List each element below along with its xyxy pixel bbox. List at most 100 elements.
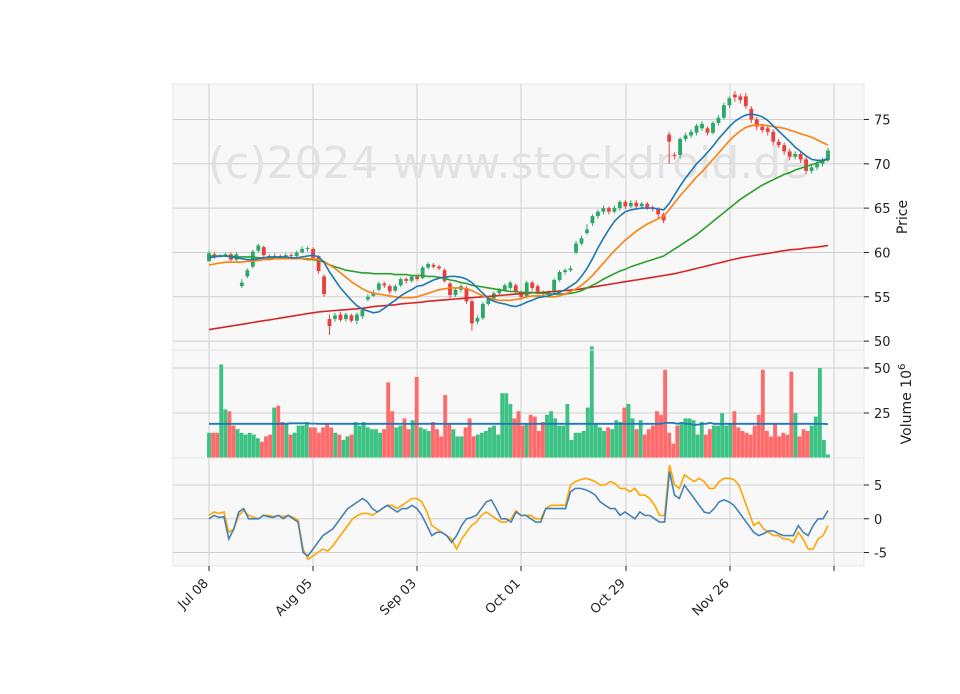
- candle-body: [453, 289, 458, 296]
- candle-body: [568, 268, 573, 271]
- volume-bar: [260, 441, 264, 458]
- candle-body: [623, 201, 628, 207]
- candle-body: [475, 318, 480, 322]
- candle-body: [590, 216, 595, 224]
- candle-body: [327, 318, 332, 327]
- candle-body: [442, 270, 447, 281]
- volume-bar: [687, 418, 692, 458]
- volume-bar: [573, 432, 578, 458]
- candle-body: [683, 135, 688, 139]
- volume-bar: [540, 422, 545, 458]
- volume-bar: [569, 440, 574, 458]
- candle-body: [738, 96, 743, 100]
- candle-body: [524, 282, 529, 297]
- candle-body: [305, 248, 310, 250]
- volume-bar: [744, 432, 749, 458]
- volume-bar: [536, 431, 541, 458]
- volume-bar: [699, 422, 704, 458]
- volume-bar: [369, 429, 374, 458]
- volume-bar: [406, 429, 411, 458]
- volume-bar: [227, 411, 232, 458]
- candle-body: [480, 303, 485, 319]
- candle-body: [404, 279, 409, 281]
- volume-bar: [235, 429, 240, 458]
- candle-body: [223, 254, 228, 257]
- candle-body: [574, 243, 578, 253]
- volume-bar: [365, 427, 370, 458]
- x-tick-label: Jul 08: [175, 576, 212, 613]
- volume-bar: [777, 436, 782, 458]
- volume-bar: [276, 405, 281, 458]
- volume-bar: [435, 429, 439, 458]
- candle-body: [239, 282, 244, 287]
- volume-bar: [341, 440, 346, 458]
- macd-y-tick-label: 0: [874, 513, 882, 528]
- candle-body: [546, 292, 551, 294]
- volume-bar: [679, 423, 684, 458]
- x-tick-label: Oct 01: [483, 576, 524, 617]
- price-y-tick-label: 65: [874, 202, 891, 217]
- candle-body: [322, 276, 326, 295]
- chart-frame: [172, 83, 865, 567]
- volume-bar: [622, 407, 627, 458]
- volume-bar: [561, 425, 566, 458]
- candle-body: [596, 211, 600, 217]
- candle-body: [420, 267, 425, 279]
- volume-bar: [321, 427, 325, 458]
- candle-body: [365, 296, 370, 300]
- candle-body: [826, 150, 830, 161]
- volume-y-tick-label: 50: [874, 362, 891, 377]
- volume-bar: [724, 425, 729, 458]
- candle-body: [579, 238, 584, 244]
- volume-bar: [769, 436, 773, 458]
- candle-body: [754, 119, 759, 127]
- volume-bar: [402, 418, 407, 458]
- volume-bar: [732, 411, 737, 458]
- volume-bar: [312, 427, 317, 458]
- ma-long-line: [208, 244, 829, 331]
- volume-bar: [439, 436, 444, 458]
- candle-body: [815, 163, 819, 168]
- candle-body: [656, 209, 661, 215]
- volume-bar: [207, 432, 211, 458]
- volume-bar: [565, 404, 570, 458]
- volume-bar: [492, 425, 497, 458]
- volume-bar: [598, 427, 602, 458]
- candle-body: [360, 310, 365, 317]
- volume-bar: [805, 431, 810, 458]
- candle-body: [289, 255, 294, 257]
- volume-bar: [422, 429, 427, 458]
- volume-bar: [390, 411, 395, 458]
- volume-bar: [671, 443, 676, 458]
- candle-body: [519, 292, 524, 297]
- candle-body: [431, 264, 436, 267]
- volume-bar: [610, 429, 615, 458]
- candle-body: [393, 286, 398, 291]
- candle-body: [585, 229, 589, 233]
- price-axis-label: Price: [895, 200, 911, 234]
- candle-body: [694, 125, 699, 133]
- candle-body: [316, 256, 321, 272]
- volume-bar: [361, 422, 366, 458]
- candle-body: [722, 105, 726, 118]
- candle-body: [678, 138, 683, 155]
- volume-bar: [614, 420, 619, 458]
- candle-body: [617, 201, 622, 209]
- candle-body: [743, 96, 748, 107]
- volume-bar: [398, 425, 403, 458]
- candle-body: [689, 131, 693, 136]
- candle-body: [261, 247, 266, 256]
- volume-bar: [764, 431, 769, 458]
- volume-bar: [414, 377, 419, 458]
- candle-body: [782, 145, 787, 152]
- volume-bar: [451, 429, 456, 458]
- candle-body: [294, 252, 299, 257]
- volume-bar: [239, 432, 244, 458]
- volume-y-tick-label: 25: [874, 407, 891, 422]
- volume-bar: [516, 411, 521, 458]
- candle-body: [606, 208, 611, 212]
- volume-bar: [545, 414, 549, 458]
- volume-bar: [268, 434, 273, 458]
- candle-body: [535, 286, 540, 292]
